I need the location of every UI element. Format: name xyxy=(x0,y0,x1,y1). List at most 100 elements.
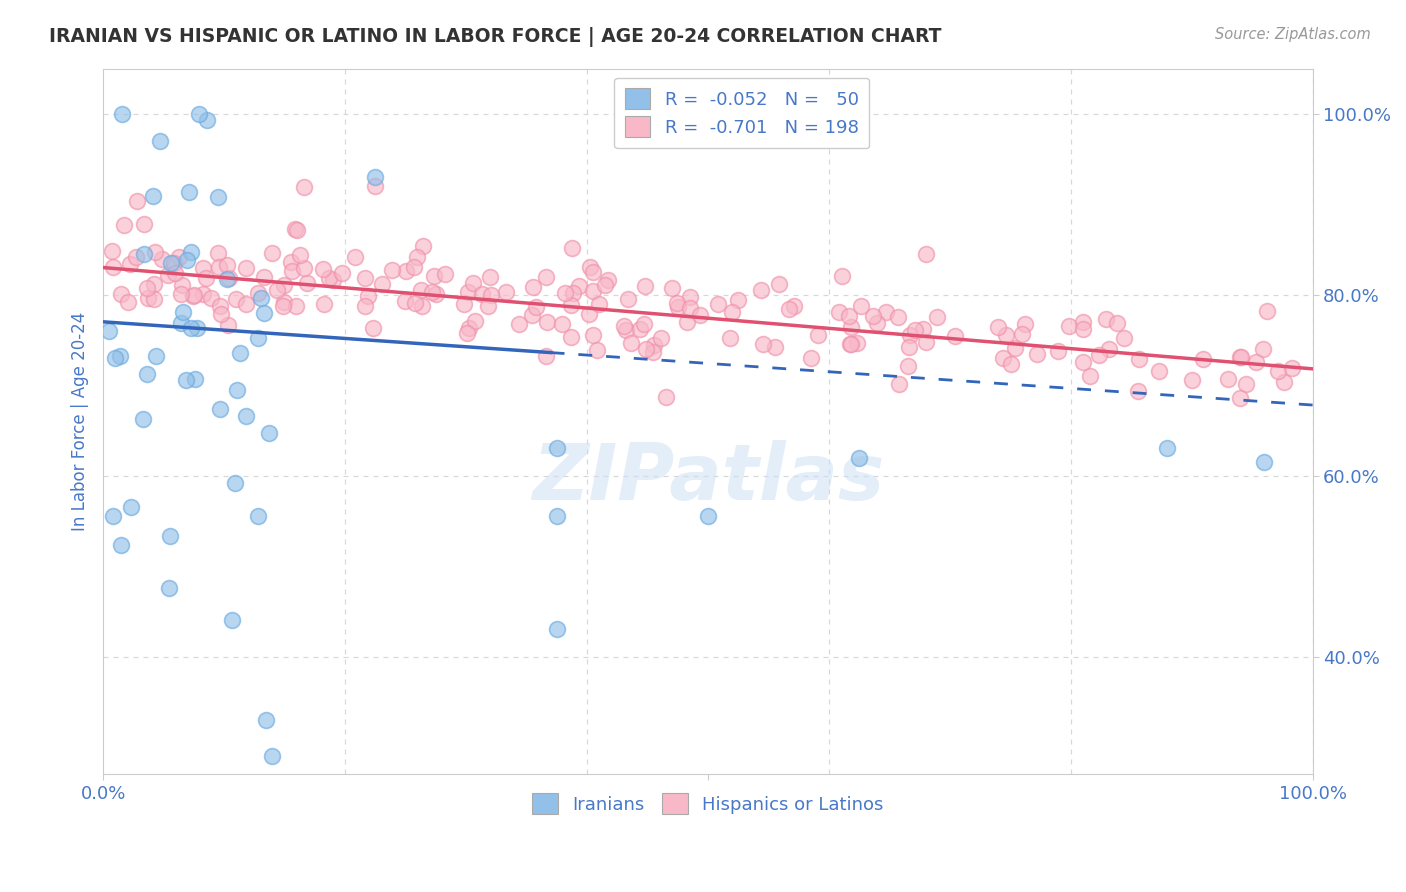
Point xyxy=(666,300,689,314)
Point xyxy=(546,509,568,524)
Point xyxy=(172,304,194,318)
Point xyxy=(456,326,478,340)
Point xyxy=(1107,316,1129,330)
Point xyxy=(411,299,433,313)
Point xyxy=(679,301,702,315)
Point xyxy=(508,317,530,331)
Point xyxy=(1229,350,1251,364)
Point xyxy=(616,293,638,307)
Point xyxy=(357,289,380,303)
Point xyxy=(209,402,232,417)
Point xyxy=(1088,348,1111,362)
Point xyxy=(925,310,948,325)
Point xyxy=(218,270,240,285)
Point xyxy=(1181,373,1204,387)
Point xyxy=(560,241,582,255)
Point xyxy=(849,299,872,313)
Point xyxy=(394,294,416,309)
Point xyxy=(163,256,186,270)
Point xyxy=(112,218,135,232)
Point xyxy=(752,336,775,351)
Point xyxy=(394,264,416,278)
Point xyxy=(578,307,600,321)
Point xyxy=(831,269,853,284)
Y-axis label: In Labor Force | Age 20-24: In Labor Force | Age 20-24 xyxy=(72,311,89,531)
Point xyxy=(1256,304,1278,318)
Point xyxy=(215,258,238,272)
Point xyxy=(312,262,335,277)
Point xyxy=(943,329,966,343)
Point xyxy=(1071,355,1094,369)
Point xyxy=(875,304,897,318)
Point xyxy=(1156,442,1178,456)
Point xyxy=(848,450,870,465)
Point xyxy=(807,328,830,343)
Point xyxy=(1057,318,1080,333)
Point xyxy=(613,319,636,334)
Point xyxy=(1011,326,1033,341)
Point xyxy=(292,179,315,194)
Point xyxy=(582,327,605,342)
Point xyxy=(546,442,568,456)
Point xyxy=(650,331,672,345)
Point xyxy=(273,277,295,292)
Point xyxy=(453,297,475,311)
Point xyxy=(191,287,214,301)
Point xyxy=(280,264,302,278)
Point xyxy=(828,305,851,319)
Point xyxy=(1253,455,1275,469)
Point xyxy=(266,283,288,297)
Point xyxy=(142,277,165,291)
Point xyxy=(361,321,384,335)
Point xyxy=(409,283,432,297)
Point xyxy=(838,337,860,351)
Point xyxy=(1272,375,1295,389)
Point xyxy=(661,281,683,295)
Point xyxy=(354,270,377,285)
Point xyxy=(696,509,718,524)
Point xyxy=(217,271,239,285)
Point xyxy=(1025,347,1047,361)
Point xyxy=(288,247,311,261)
Point xyxy=(839,320,862,334)
Point xyxy=(110,538,132,552)
Point xyxy=(292,261,315,276)
Point xyxy=(247,285,270,300)
Point xyxy=(312,297,335,311)
Point xyxy=(1071,315,1094,329)
Point xyxy=(634,279,657,293)
Point xyxy=(149,134,172,148)
Point xyxy=(1014,317,1036,331)
Point xyxy=(322,273,344,287)
Point xyxy=(1251,342,1274,356)
Point xyxy=(318,270,340,285)
Point xyxy=(458,321,481,335)
Point xyxy=(156,268,179,282)
Point xyxy=(536,315,558,329)
Point xyxy=(655,390,678,404)
Point xyxy=(225,383,247,397)
Point xyxy=(195,112,218,127)
Point xyxy=(768,277,790,291)
Point xyxy=(221,614,243,628)
Point xyxy=(262,749,284,764)
Point xyxy=(1216,372,1239,386)
Point xyxy=(143,245,166,260)
Point xyxy=(207,245,229,260)
Point xyxy=(187,107,209,121)
Point xyxy=(778,302,800,317)
Point xyxy=(1281,360,1303,375)
Point xyxy=(183,372,205,386)
Point xyxy=(634,343,657,357)
Point xyxy=(136,292,159,306)
Point xyxy=(176,252,198,267)
Point xyxy=(586,343,609,357)
Point xyxy=(167,250,190,264)
Point xyxy=(207,190,229,204)
Point xyxy=(676,315,699,329)
Point xyxy=(1000,357,1022,371)
Point xyxy=(354,299,377,313)
Point xyxy=(914,247,936,261)
Point xyxy=(412,239,434,253)
Point xyxy=(132,217,155,231)
